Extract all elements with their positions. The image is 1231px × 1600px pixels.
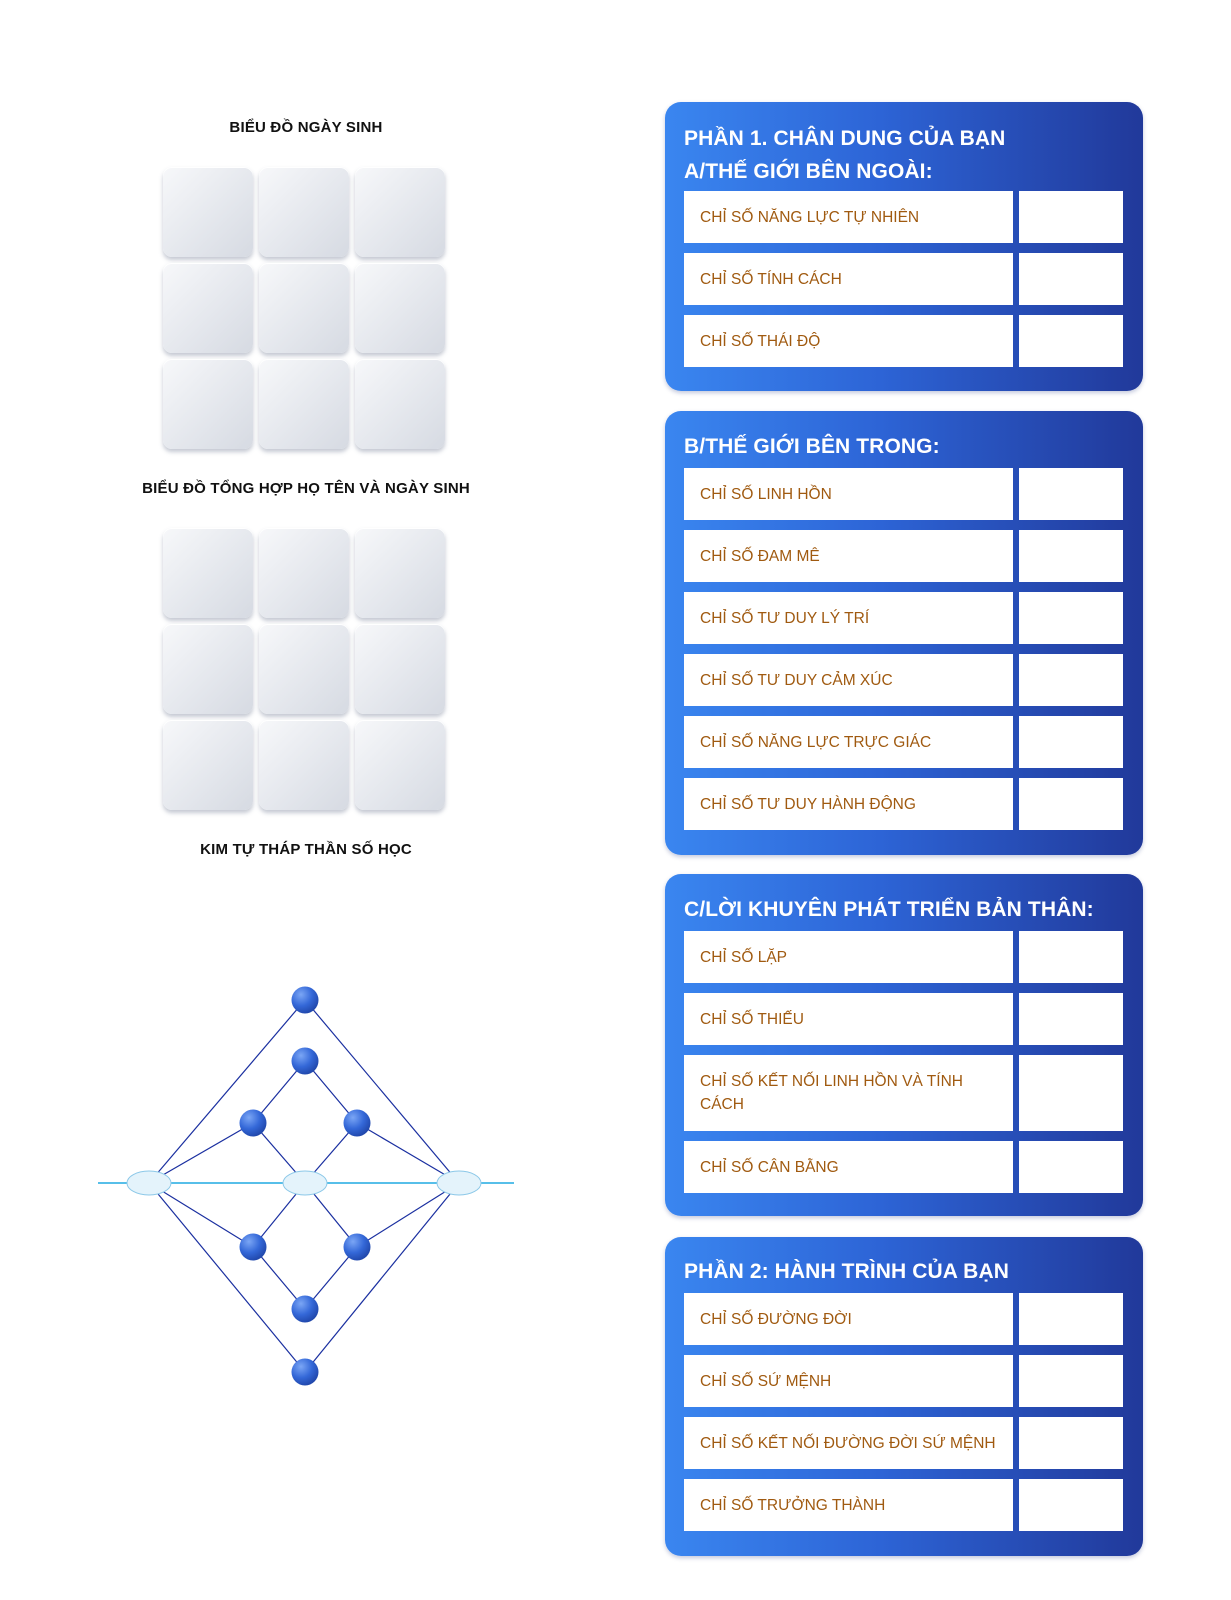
index-label: CHỈ SỐ THIẾU — [684, 993, 1013, 1045]
index-value-box — [1019, 1141, 1123, 1193]
grid-cell — [355, 528, 445, 618]
grid-cell — [163, 624, 253, 714]
index-label: CHỈ SỐ THÁI ĐỘ — [684, 315, 1013, 367]
combined-chart-grid — [163, 528, 447, 810]
index-label: CHỈ SỐ NĂNG LỰC TRỰC GIÁC — [684, 716, 1013, 768]
grid-cell — [259, 720, 349, 810]
pyramid-ellipse-left — [126, 1170, 172, 1196]
pyramid-node — [291, 986, 319, 1014]
pyramid-title: KIM TỰ THÁP THẦN SỐ HỌC — [200, 841, 412, 858]
index-label: CHỈ SỐ SỨ MỆNH — [684, 1355, 1013, 1407]
index-label: CHỈ SỐ LẶP — [684, 931, 1013, 983]
pyramid-ellipse-center — [282, 1170, 328, 1196]
grid-cell — [259, 263, 349, 353]
pyramid-edges — [148, 999, 460, 1373]
pyramid-node — [291, 1358, 319, 1386]
grid-cell — [163, 359, 253, 449]
pyramid-node — [291, 1047, 319, 1075]
grid-cell — [163, 528, 253, 618]
index-label: CHỈ SỐ LINH HỒN — [684, 468, 1013, 520]
index-value-box — [1019, 1479, 1123, 1531]
grid-cell — [259, 528, 349, 618]
index-value-box — [1019, 993, 1123, 1045]
index-label: CHỈ SỐ ĐƯỜNG ĐỜI — [684, 1293, 1013, 1345]
index-value-box — [1019, 654, 1123, 706]
index-value-box — [1019, 191, 1123, 243]
pyramid-nodes — [239, 986, 371, 1386]
grid-cell — [259, 624, 349, 714]
pyramid-ellipse-right — [436, 1170, 482, 1196]
numerology-pyramid-diagram — [98, 986, 514, 1386]
grid-cell — [259, 359, 349, 449]
index-value-box — [1019, 1293, 1123, 1345]
grid-cell — [259, 167, 349, 257]
index-label: CHỈ SỐ NĂNG LỰC TỰ NHIÊN — [684, 191, 1013, 243]
panel-outer-world: PHẦN 1. CHÂN DUNG CỦA BẠN A/THẾ GIỚI BÊN… — [665, 102, 1143, 391]
index-value-box — [1019, 592, 1123, 644]
pyramid-node — [343, 1109, 371, 1137]
panel-heading: PHẦN 1. CHÂN DUNG CỦA BẠN — [684, 127, 1006, 150]
index-value-box — [1019, 778, 1123, 830]
index-label: CHỈ SỐ TƯ DUY LÝ TRÍ — [684, 592, 1013, 644]
index-label: CHỈ SỐ TRƯỞNG THÀNH — [684, 1479, 1013, 1531]
index-label: CHỈ SỐ KẾT NỐI LINH HỒN VÀ TÍNH CÁCH — [684, 1055, 1013, 1131]
pyramid-node — [239, 1233, 267, 1261]
panel-heading: PHẦN 2: HÀNH TRÌNH CỦA BẠN — [684, 1260, 1009, 1283]
pyramid-node — [239, 1109, 267, 1137]
index-value-box — [1019, 1417, 1123, 1469]
grid-cell — [355, 359, 445, 449]
index-value-box — [1019, 315, 1123, 367]
grid-cell — [355, 720, 445, 810]
panel-heading: B/THẾ GIỚI BÊN TRONG: — [684, 435, 940, 458]
index-value-box — [1019, 468, 1123, 520]
grid-cell — [163, 167, 253, 257]
birth-chart-title: BIỂU ĐỒ NGÀY SINH — [229, 119, 383, 136]
index-value-box — [1019, 931, 1123, 983]
grid-cell — [355, 624, 445, 714]
pyramid-node — [343, 1233, 371, 1261]
panel-subheading: A/THẾ GIỚI BÊN NGOÀI: — [684, 160, 933, 183]
index-value-box — [1019, 1055, 1123, 1131]
combined-chart-title: BIỂU ĐỒ TỔNG HỢP HỌ TÊN VÀ NGÀY SINH — [142, 480, 470, 497]
index-value-box — [1019, 1355, 1123, 1407]
index-label: CHỈ SỐ TÍNH CÁCH — [684, 253, 1013, 305]
grid-cell — [355, 263, 445, 353]
panel-self-development: C/LỜI KHUYÊN PHÁT TRIỂN BẢN THÂN: CHỈ SỐ… — [665, 874, 1143, 1216]
index-label: CHỈ SỐ TƯ DUY CẢM XÚC — [684, 654, 1013, 706]
index-label: CHỈ SỐ KẾT NỐI ĐƯỜNG ĐỜI SỨ MỆNH — [684, 1417, 1013, 1469]
grid-cell — [163, 263, 253, 353]
grid-cell — [355, 167, 445, 257]
panel-inner-world: B/THẾ GIỚI BÊN TRONG: CHỈ SỐ LINH HỒN CH… — [665, 411, 1143, 855]
index-label: CHỈ SỐ TƯ DUY HÀNH ĐỘNG — [684, 778, 1013, 830]
birth-chart-grid — [163, 167, 447, 449]
pyramid-base-ellipses — [126, 1170, 482, 1196]
index-value-box — [1019, 253, 1123, 305]
panel-heading: C/LỜI KHUYÊN PHÁT TRIỂN BẢN THÂN: — [684, 898, 1094, 921]
pyramid-node — [291, 1295, 319, 1323]
index-label: CHỈ SỐ ĐAM MÊ — [684, 530, 1013, 582]
index-value-box — [1019, 716, 1123, 768]
index-label: CHỈ SỐ CÂN BẰNG — [684, 1141, 1013, 1193]
grid-cell — [163, 720, 253, 810]
panel-your-journey: PHẦN 2: HÀNH TRÌNH CỦA BẠN CHỈ SỐ ĐƯỜNG … — [665, 1237, 1143, 1556]
index-value-box — [1019, 530, 1123, 582]
